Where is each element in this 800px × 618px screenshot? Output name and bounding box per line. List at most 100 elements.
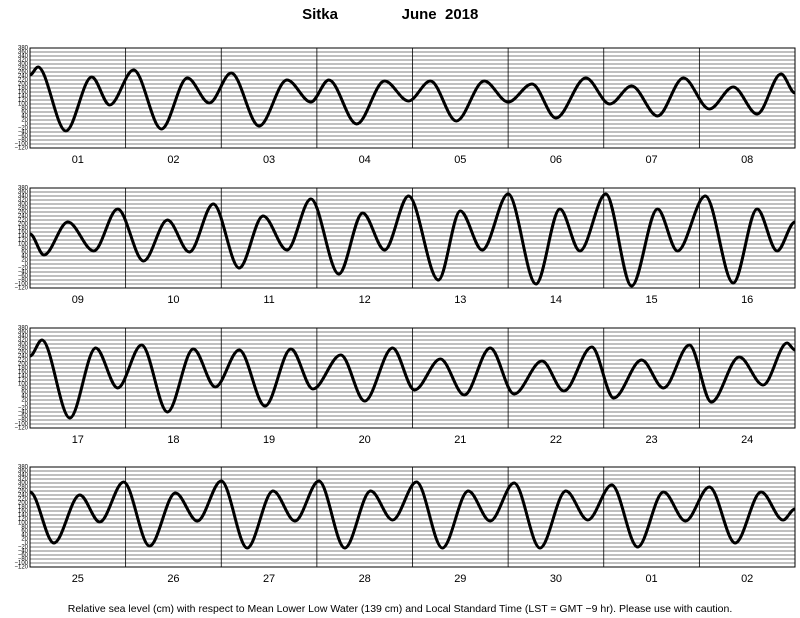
y-tick-label: 360 [18, 190, 29, 196]
y-tick-label: −40 [18, 549, 29, 555]
y-tick-label: −20 [18, 126, 29, 132]
x-tick-label: 01 [645, 573, 657, 585]
y-tick-label: 340 [18, 473, 29, 479]
y-tick-label: 200 [18, 222, 29, 228]
y-tick-label: 300 [18, 342, 29, 348]
y-tick-label: 80 [21, 246, 28, 252]
tide-line [29, 192, 796, 288]
y-tick-label: 80 [21, 525, 28, 531]
x-tick-label: 17 [72, 434, 84, 446]
x-tick-label: 15 [645, 294, 657, 306]
y-tick-label: 300 [18, 202, 29, 208]
y-tick-label: 80 [21, 386, 28, 392]
y-tick-label: 140 [18, 374, 29, 380]
y-tick-label: 180 [18, 86, 29, 92]
y-tick-label: 20 [21, 537, 28, 543]
y-tick-label: 380 [18, 46, 29, 52]
y-tick-label: −60 [18, 553, 29, 559]
y-tick-label: 260 [18, 489, 29, 495]
x-tick-label: 22 [550, 434, 562, 446]
y-tick-label: 340 [18, 54, 29, 60]
y-tick-label: −100 [14, 561, 28, 567]
plot-frame [29, 327, 796, 429]
x-tick-label: 19 [263, 434, 275, 446]
y-tick-label: 380 [18, 465, 29, 471]
y-tick-label: 40 [21, 394, 28, 400]
y-tick-label: 320 [18, 58, 29, 64]
x-tick-label: 16 [741, 294, 753, 306]
y-tick-label: −80 [18, 418, 29, 424]
y-tick-label: 60 [21, 390, 28, 396]
y-tick-label: 20 [21, 118, 28, 124]
y-tick-label: −20 [18, 406, 29, 412]
y-tick-label: 260 [18, 350, 29, 356]
y-tick-label: 360 [18, 50, 29, 56]
y-tick-label: −100 [14, 282, 28, 288]
y-tick-label: 40 [21, 533, 28, 539]
x-tick-label: 02 [167, 154, 179, 166]
plot-frame [29, 466, 796, 568]
y-tick-label: 200 [18, 82, 29, 88]
y-tick-label: −40 [18, 410, 29, 416]
y-tick-label: −80 [18, 557, 29, 563]
x-tick-label: 23 [645, 434, 657, 446]
x-tick-label: 04 [359, 154, 371, 166]
y-tick-label: 160 [18, 370, 29, 376]
y-tick-label: 300 [18, 481, 29, 487]
y-tick-label: −120 [14, 286, 28, 292]
y-tick-label: 140 [18, 234, 29, 240]
y-tick-label: 280 [18, 485, 29, 491]
y-tick-label: 80 [21, 106, 28, 112]
x-tick-label: 21 [454, 434, 466, 446]
y-tick-label: 200 [18, 501, 29, 507]
y-tick-label: 120 [18, 517, 29, 523]
x-tick-label: 28 [359, 573, 371, 585]
x-tick-label: 20 [359, 434, 371, 446]
y-tick-label: 100 [18, 242, 29, 248]
y-tick-label: 180 [18, 226, 29, 232]
y-tick-label: 40 [21, 114, 28, 120]
x-tick-label: 02 [741, 573, 753, 585]
y-tick-label: 160 [18, 509, 29, 515]
x-tick-label: 26 [167, 573, 179, 585]
x-tick-label: 13 [454, 294, 466, 306]
x-tick-label: 18 [167, 434, 179, 446]
tide-line [29, 479, 796, 550]
y-tick-label: 220 [18, 497, 29, 503]
x-tick-label: 11 [263, 294, 274, 306]
y-tick-label: 380 [18, 186, 29, 192]
y-tick-label: −20 [18, 266, 29, 272]
y-tick-label: 220 [18, 358, 29, 364]
y-tick-label: 120 [18, 238, 29, 244]
y-tick-label: 240 [18, 493, 29, 499]
x-tick-label: 29 [454, 573, 466, 585]
y-tick-label: −60 [18, 414, 29, 420]
y-tick-label: 320 [18, 198, 29, 204]
y-tick-label: 240 [18, 74, 29, 80]
y-tick-label: −120 [14, 146, 28, 152]
y-tick-label: 140 [18, 94, 29, 100]
y-tick-label: 260 [18, 210, 29, 216]
y-tick-label: −100 [14, 142, 28, 148]
y-tick-label: 320 [18, 477, 29, 483]
y-tick-label: 120 [18, 378, 29, 384]
x-tick-label: 25 [72, 573, 84, 585]
y-tick-label: −40 [18, 130, 29, 136]
y-tick-label: 220 [18, 78, 29, 84]
y-tick-label: 0 [25, 541, 29, 547]
x-tick-label: 14 [550, 294, 562, 306]
y-tick-label: −20 [18, 545, 29, 551]
y-tick-label: 200 [18, 362, 29, 368]
x-tick-label: 07 [645, 154, 657, 166]
y-tick-label: 160 [18, 90, 29, 96]
y-tick-label: 140 [18, 513, 29, 519]
y-tick-label: 40 [21, 254, 28, 260]
y-tick-label: 280 [18, 66, 29, 72]
y-tick-label: 360 [18, 469, 29, 475]
y-tick-label: 60 [21, 250, 28, 256]
y-tick-label: −40 [18, 270, 29, 276]
period-title: June 2018 [402, 6, 479, 23]
y-tick-label: 300 [18, 62, 29, 68]
y-tick-label: 360 [18, 330, 29, 336]
